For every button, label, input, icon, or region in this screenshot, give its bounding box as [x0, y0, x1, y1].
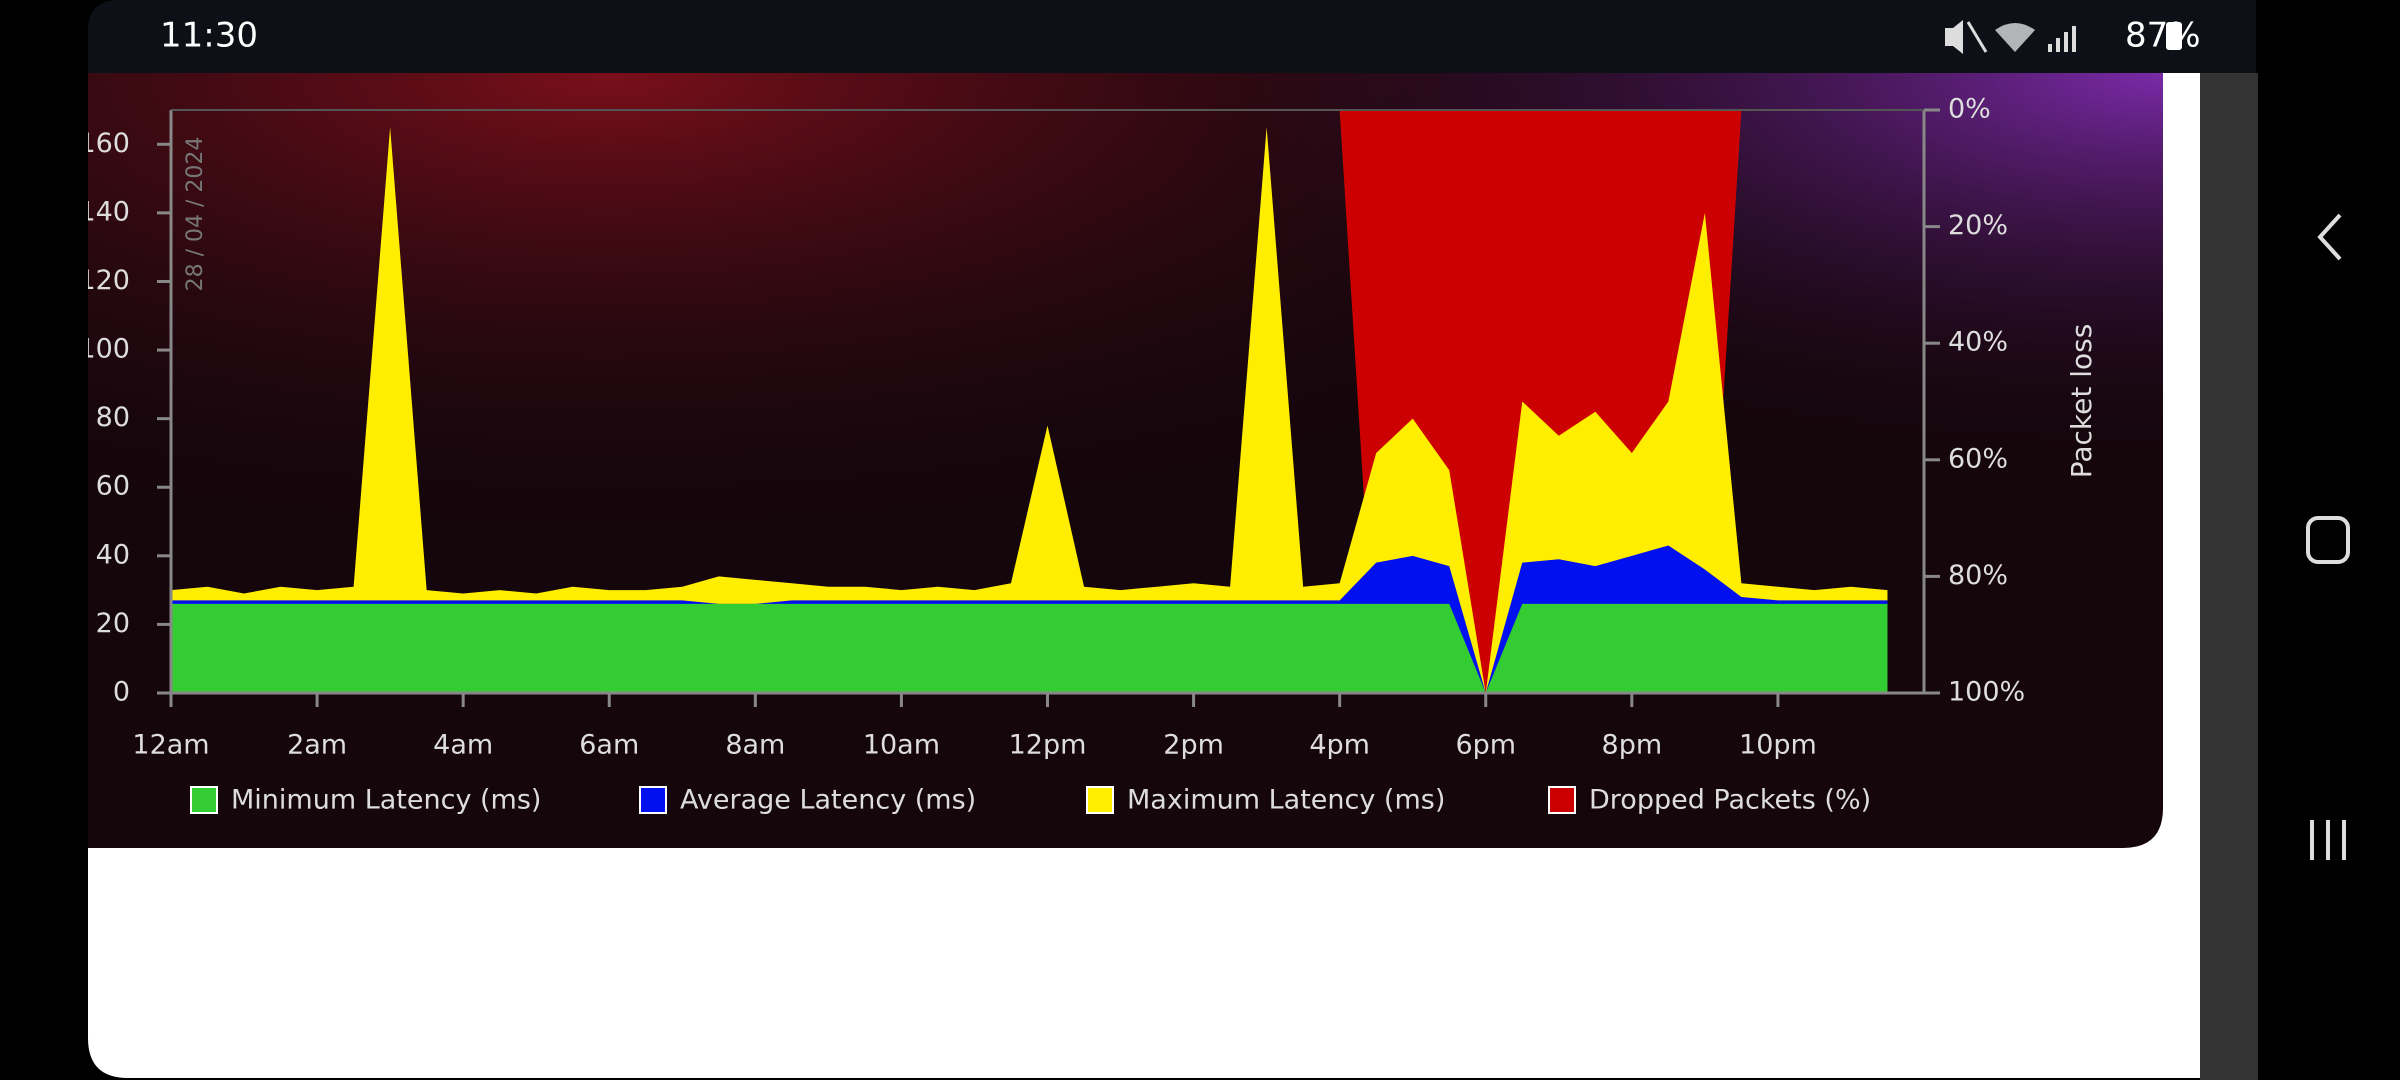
x-tick-label: 10pm [1739, 730, 1817, 761]
y-tick-label: 120 [78, 265, 130, 296]
y-tick-label: 0 [113, 677, 130, 708]
y-tick-label: 80 [96, 402, 130, 433]
legend-swatch [190, 786, 218, 814]
legend-label: Minimum Latency (ms) [231, 785, 541, 816]
series-area [171, 127, 1888, 694]
y-tick-label: 20 [96, 608, 130, 639]
y2-tick-label: 20% [1948, 210, 2008, 241]
chart-card: 28 / 04 / 2024 Packet loss 0 20 40 60 80 100 1… [78, 73, 2163, 848]
scrollbar [2200, 73, 2258, 1080]
y-tick-label: 40 [96, 539, 130, 570]
nav-buttons[interactable] [2306, 213, 2350, 860]
legend-swatch [1086, 786, 1114, 814]
x-tick-label: 12am [132, 730, 209, 761]
x-tick-label: 10am [863, 730, 940, 761]
y2-tick-label: 40% [1948, 327, 2008, 358]
status-icons [1945, 20, 2076, 54]
x-tick-label: 2am [287, 730, 347, 761]
x-tick-label: 6am [579, 730, 639, 761]
date-label: 28 / 04 / 2024 [183, 137, 208, 292]
y-tick-label: 60 [96, 471, 130, 502]
legend-label: Maximum Latency (ms) [1127, 785, 1445, 816]
x-tick-label: 8am [725, 730, 785, 761]
x-tick-label: 6pm [1455, 730, 1516, 761]
x-tick-label: 8pm [1602, 730, 1663, 761]
status-bar [88, 0, 2256, 73]
home-button[interactable] [2306, 516, 2350, 564]
battery-icon [2166, 22, 2182, 50]
y-tick-label: 160 [78, 128, 130, 159]
chart-bg-purple [88, 73, 2163, 848]
legend-swatch [639, 786, 667, 814]
back-button[interactable] [2317, 213, 2342, 261]
series-area [171, 603, 1888, 693]
y2-axis-title: Packet loss [2065, 324, 2098, 479]
x-tick-label: 4pm [1309, 730, 1370, 761]
y-tick-label: 100 [78, 334, 130, 365]
y2-tick-label: 80% [1948, 560, 2008, 591]
x-tick-label: 12pm [1009, 730, 1087, 761]
battery-level: 87% [2125, 16, 2201, 56]
recents-button[interactable] [2310, 820, 2346, 860]
y-tick-label: 140 [78, 196, 130, 227]
legend-label: Average Latency (ms) [680, 785, 976, 816]
legend-label: Dropped Packets (%) [1589, 785, 1871, 816]
y2-tick-label: 60% [1948, 443, 2008, 474]
y2-tick-label: 100% [1948, 677, 2025, 708]
x-tick-label: 2pm [1163, 730, 1224, 761]
y2-tick-label: 0% [1948, 94, 1991, 125]
clock: 11:30 [160, 16, 258, 56]
legend-swatch [1548, 786, 1576, 814]
x-tick-label: 4am [433, 730, 493, 761]
